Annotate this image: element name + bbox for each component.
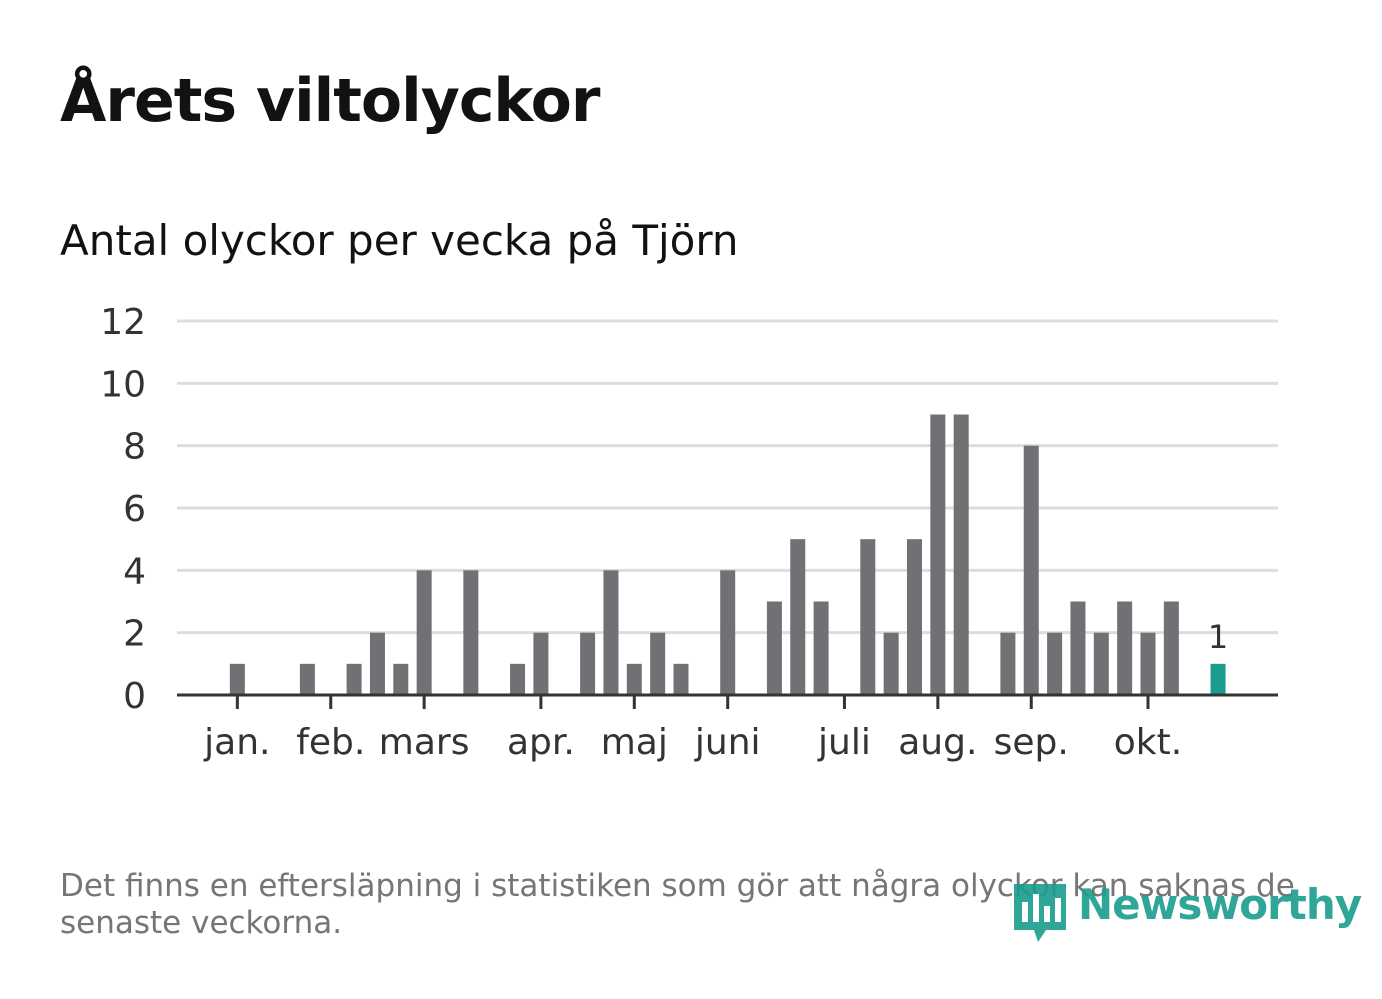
newsworthy-logo: Newsworthy <box>1010 876 1362 946</box>
x-tick-label: jan. <box>203 722 270 763</box>
bar <box>1140 632 1156 695</box>
y-tick-label: 4 <box>123 551 146 592</box>
bar <box>766 601 782 695</box>
bar <box>1047 632 1063 695</box>
bar <box>930 414 946 695</box>
bar <box>533 632 549 695</box>
bar <box>416 570 432 695</box>
chart-subtitle: Antal olyckor per vecka på Tjörn <box>60 216 739 265</box>
bar <box>860 539 876 695</box>
bar <box>580 632 596 695</box>
bar <box>1023 445 1039 695</box>
bar-chart: 0 2 4 6 8 10 12 1 jan. feb. mars apr. maj juni juli a… <box>100 302 1278 763</box>
bar <box>510 663 526 695</box>
bar <box>953 414 969 695</box>
bar <box>1117 601 1133 695</box>
bar <box>346 663 362 695</box>
x-tick-label: maj <box>601 722 668 763</box>
x-tick-label: sep. <box>994 722 1069 763</box>
bars: 1 <box>229 414 1228 695</box>
bar <box>603 570 619 695</box>
y-tick-label: 6 <box>123 489 146 530</box>
bar <box>650 632 666 695</box>
x-tick-label: okt. <box>1114 722 1182 763</box>
y-tick-label: 0 <box>123 676 146 717</box>
y-tick-label: 10 <box>100 364 146 405</box>
bar <box>626 663 642 695</box>
bar <box>1070 601 1086 695</box>
bar <box>393 663 409 695</box>
highlight-value-label: 1 <box>1208 618 1228 656</box>
bar <box>1093 632 1109 695</box>
y-axis-ticks: 0 2 4 6 8 10 12 <box>100 302 146 717</box>
bar <box>463 570 479 695</box>
x-tick-label: mars <box>379 722 470 763</box>
x-tick-label: feb. <box>296 722 365 763</box>
y-tick-label: 12 <box>100 302 146 343</box>
bar-current-week <box>1210 663 1226 695</box>
bar <box>813 601 829 695</box>
bar <box>1000 632 1016 695</box>
bar <box>369 632 385 695</box>
bar <box>883 632 899 695</box>
bar <box>673 663 689 695</box>
x-tick-label: juni <box>694 722 761 763</box>
y-tick-label: 8 <box>123 427 146 468</box>
bar <box>907 539 922 695</box>
x-tick-label: apr. <box>507 722 575 763</box>
bar <box>1163 601 1179 695</box>
chart-title: Årets viltolyckor <box>60 66 600 136</box>
bar <box>790 539 806 695</box>
y-tick-label: 2 <box>123 614 146 655</box>
newsworthy-bar-chart-icon <box>1014 884 1066 942</box>
x-axis-ticks: jan. feb. mars apr. maj juni juli aug. sep. okt. <box>177 693 1278 763</box>
logo-text: Newsworthy <box>1078 880 1362 929</box>
bar <box>720 570 736 695</box>
footnote: Det finns en eftersläpning i statistiken… <box>60 868 1295 941</box>
bar <box>299 663 315 695</box>
x-tick-label: juli <box>817 722 871 763</box>
bar <box>229 663 245 695</box>
x-tick-label: aug. <box>898 722 977 763</box>
